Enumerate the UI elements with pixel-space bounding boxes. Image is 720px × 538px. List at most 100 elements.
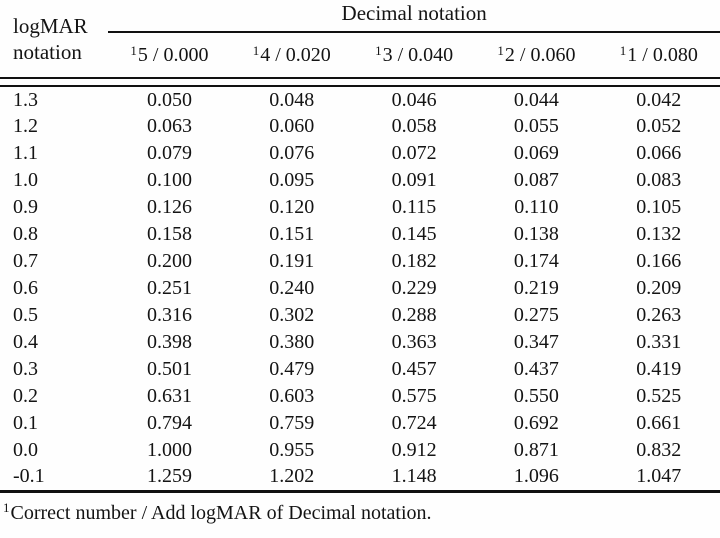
- footnote-text: Correct number / Add logMAR of Decimal n…: [10, 501, 432, 524]
- decimal-value-cell: 0.105: [636, 196, 682, 218]
- decimal-value-cell: 0.138: [513, 223, 559, 245]
- footnote-marker: 1: [619, 42, 627, 58]
- table-row: 0.9 0.126 0.120 0.115 0.110 0.105: [0, 194, 720, 221]
- logmar-value-cell: 1.1: [13, 142, 38, 164]
- column-header-label: 3 / 0.040: [382, 43, 454, 66]
- logmar-value-cell: 0.1: [13, 412, 38, 434]
- decimal-value-cell: 0.457: [391, 358, 437, 380]
- decimal-value-cell: 0.331: [636, 331, 682, 353]
- decimal-value-cell: 0.209: [636, 277, 682, 299]
- decimal-value-cell: 0.066: [636, 142, 682, 164]
- footnote: 1Correct number / Add logMAR of Decimal …: [0, 500, 720, 526]
- logmar-value-cell: 0.9: [13, 196, 38, 218]
- table-row: -0.1 1.259 1.202 1.148 1.096 1.047: [0, 464, 720, 491]
- logmar-notation-header: logMAR notation: [0, 1, 108, 78]
- decimal-value-cell: 0.631: [146, 385, 192, 407]
- decimal-value-cell: 0.363: [391, 331, 437, 353]
- table-row: 0.8 0.158 0.151 0.145 0.138 0.132: [0, 221, 720, 248]
- table-row: 0.2 0.631 0.603 0.575 0.550 0.525: [0, 383, 720, 410]
- footnote-marker: 1: [252, 42, 260, 58]
- table-header: logMAR notation Decimal notation 1 5 / 0.…: [0, 1, 720, 87]
- decimal-value-cell: 1.259: [146, 465, 192, 488]
- decimal-value-cell: 1.202: [269, 465, 315, 488]
- decimal-value-cell: 0.182: [391, 250, 437, 272]
- footnote-marker: 1: [3, 499, 10, 515]
- table-row: 0.1 0.794 0.759 0.724 0.692 0.661: [0, 410, 720, 437]
- rule-line: [0, 77, 720, 87]
- decimal-value-cell: 0.692: [513, 412, 559, 434]
- decimal-value-cell: 0.110: [514, 196, 559, 218]
- table-row: 1.0 0.100 0.095 0.091 0.087 0.083: [0, 167, 720, 194]
- logmar-notation-header-label: logMAR notation: [13, 14, 88, 64]
- decimal-value-cell: 0.832: [636, 439, 682, 461]
- header-double-rule: [0, 77, 720, 87]
- decimal-value-cell: 0.288: [391, 304, 437, 326]
- decimal-value-cell: 0.347: [513, 331, 559, 353]
- logmar-value-cell: 0.3: [13, 358, 38, 380]
- logmar-value-cell: 0.8: [13, 223, 38, 245]
- column-header-label: 5 / 0.000: [137, 43, 209, 66]
- decimal-value-cell: 0.069: [513, 142, 559, 164]
- decimal-value-cell: 0.120: [269, 196, 315, 218]
- column-header-1-0080: 11 / 0.080: [598, 32, 720, 78]
- table-row: 1.3 0.050 0.048 0.046 0.044 0.042: [0, 86, 720, 113]
- table-row: 1.1 0.079 0.076 0.072 0.069 0.066: [0, 140, 720, 167]
- decimal-value-cell: 0.479: [269, 358, 315, 380]
- table-row: 0.5 0.316 0.302 0.288 0.275 0.263: [0, 302, 720, 329]
- decimal-value-cell: 0.219: [513, 277, 559, 299]
- decimal-value-cell: 0.759: [269, 412, 315, 434]
- column-header-4-0020: 14 / 0.020: [231, 32, 353, 78]
- decimal-value-cell: 0.042: [636, 88, 682, 111]
- decimal-value-cell: 0.240: [269, 277, 315, 299]
- footnote-marker: 1: [497, 42, 504, 58]
- subheader-row: 15 / 0.000 14 / 0.020 13 / 0.040 12 / 0.…: [0, 32, 720, 78]
- decimal-value-cell: 1.148: [391, 465, 437, 488]
- decimal-value-cell: 0.115: [391, 196, 437, 218]
- table-body: 1.3 0.050 0.048 0.046 0.044 0.042 1.2 0.063 0.06…: [0, 86, 720, 491]
- logmar-value-cell: 0.2: [13, 385, 38, 407]
- decimal-value-cell: 0.912: [391, 439, 437, 461]
- logmar-value-cell: 1.0: [13, 169, 38, 191]
- decimal-value-cell: 0.046: [391, 88, 437, 111]
- decimal-value-cell: 0.060: [269, 115, 315, 137]
- decimal-value-cell: 0.151: [269, 223, 315, 245]
- logmar-value-cell: 0.0: [13, 439, 38, 461]
- column-header-3-0040: 13 / 0.040: [353, 32, 475, 78]
- decimal-value-cell: 0.661: [636, 412, 682, 434]
- table-row: 1.2 0.063 0.060 0.058 0.055 0.052: [0, 113, 720, 140]
- column-header-2-0060: 12 / 0.060: [475, 32, 597, 78]
- decimal-value-cell: 0.145: [391, 223, 437, 245]
- decimal-value-cell: 0.087: [513, 169, 559, 191]
- decimal-value-cell: 0.076: [269, 142, 315, 164]
- decimal-value-cell: 0.058: [391, 115, 437, 137]
- decimal-value-cell: 1.000: [146, 439, 192, 461]
- decimal-value-cell: 0.501: [146, 358, 192, 380]
- decimal-value-cell: 0.871: [513, 439, 559, 461]
- decimal-notation-header: Decimal notation: [108, 1, 720, 33]
- decimal-value-cell: 0.050: [146, 88, 192, 111]
- table-row: 0.6 0.251 0.240 0.229 0.219 0.209: [0, 275, 720, 302]
- decimal-value-cell: 0.263: [636, 304, 682, 326]
- table-row: 0.4 0.398 0.380 0.363 0.347 0.331: [0, 329, 720, 356]
- logmar-value-cell: -0.1: [13, 465, 45, 488]
- decimal-value-cell: 0.229: [391, 277, 437, 299]
- decimal-value-cell: 0.275: [513, 304, 559, 326]
- decimal-value-cell: 0.091: [391, 169, 437, 191]
- decimal-value-cell: 1.047: [636, 465, 682, 488]
- decimal-value-cell: 0.095: [269, 169, 315, 191]
- decimal-value-cell: 0.724: [391, 412, 437, 434]
- table-row: 0.7 0.200 0.191 0.182 0.174 0.166: [0, 248, 720, 275]
- decimal-value-cell: 0.251: [146, 277, 192, 299]
- decimal-value-cell: 0.132: [636, 223, 682, 245]
- logmar-value-cell: 0.7: [13, 250, 38, 272]
- decimal-value-cell: 0.380: [269, 331, 315, 353]
- footnote-marker: 1: [375, 42, 382, 58]
- decimal-value-cell: 0.052: [636, 115, 682, 137]
- decimal-value-cell: 0.174: [513, 250, 559, 272]
- decimal-notation-header-label: Decimal notation: [341, 1, 487, 25]
- column-header-label: 1 / 0.080: [627, 43, 698, 66]
- decimal-value-cell: 0.575: [391, 385, 437, 407]
- column-header-label: 4 / 0.020: [260, 43, 331, 66]
- logmar-value-cell: 0.4: [13, 331, 38, 353]
